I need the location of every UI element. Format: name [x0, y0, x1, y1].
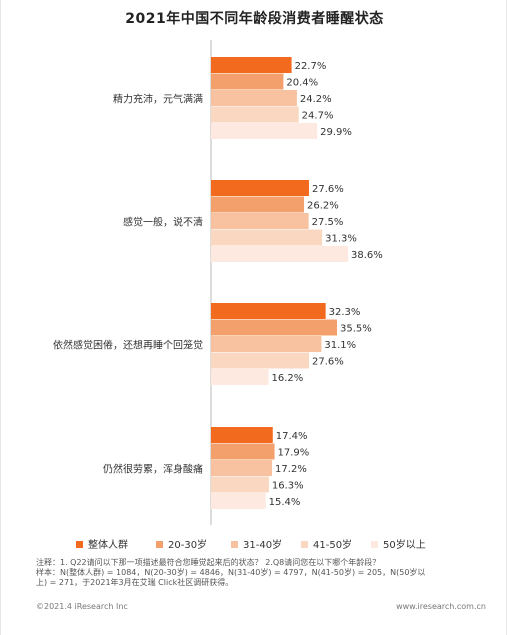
data-label: 38.6% — [351, 250, 383, 261]
legend-label: 31-40岁 — [243, 540, 283, 551]
bar — [211, 180, 309, 196]
legend-label: 20-30岁 — [168, 540, 208, 551]
bar — [211, 73, 284, 90]
legend-swatch — [371, 541, 378, 548]
bar — [211, 213, 309, 229]
legend-item-20-30: 20-30岁 — [156, 538, 207, 554]
bar — [211, 476, 269, 493]
bar — [211, 443, 275, 460]
data-label: 15.4% — [269, 497, 301, 508]
data-label: 20.4% — [286, 77, 318, 88]
category-label: 感觉一般，说不清 — [123, 215, 203, 228]
note-line: 上) = 271，于2021年3月在艾瑞 Click社区调研获得。 — [36, 578, 234, 587]
bar — [211, 57, 292, 73]
bar — [211, 319, 338, 336]
bar — [211, 106, 299, 123]
legend-swatch — [231, 541, 238, 548]
website-text: www.iresearch.com.cn — [396, 602, 486, 611]
data-label: 16.2% — [272, 373, 304, 384]
bar — [211, 90, 297, 106]
bar — [211, 460, 273, 476]
category-label: 精力充沛，元气满满 — [113, 92, 203, 105]
data-label: 17.9% — [278, 447, 310, 458]
legend-item-overall: 整体人群 — [76, 538, 128, 554]
bar — [211, 123, 318, 139]
data-label: 31.3% — [325, 233, 357, 244]
legend-item-50-plus: 50岁以上 — [371, 538, 426, 554]
bar — [211, 303, 326, 319]
legend-label: 整体人群 — [88, 540, 128, 551]
data-label: 16.3% — [272, 480, 304, 491]
data-label: 26.2% — [307, 200, 339, 211]
note-line: 注释：1. Q22请问以下那一项描述最符合您睡觉起来后的状态？ 2.Q8请问您在… — [36, 558, 381, 567]
legend-item-41-50: 41-50岁 — [301, 538, 352, 554]
data-label: 22.7% — [295, 61, 327, 72]
legend-swatch — [156, 541, 163, 548]
copyright-text: ©2021.4 iResearch Inc — [36, 602, 128, 611]
chart-notes: 注释：1. Q22请问以下那一项描述最符合您睡觉起来后的状态？ 2.Q8请问您在… — [36, 558, 488, 588]
data-label: 17.2% — [275, 464, 307, 475]
data-label: 29.9% — [320, 127, 352, 138]
bar — [211, 493, 266, 509]
bar — [211, 427, 273, 443]
data-label: 24.7% — [302, 110, 334, 121]
bar — [211, 196, 305, 213]
chart-title: 2021年中国不同年龄段消费者睡醒状态 — [125, 11, 384, 27]
note-line: 样本：N(整体人群) = 1084，N(20-30岁) = 4846，N(31-… — [36, 568, 426, 577]
data-label: 27.6% — [312, 184, 344, 195]
data-label: 31.1% — [324, 340, 356, 351]
data-label: 27.6% — [312, 356, 344, 367]
chart-legend: 整体人群 20-30岁 31-40岁 41-50岁 50岁以上 — [61, 538, 501, 554]
data-label: 24.2% — [300, 94, 332, 105]
data-label: 27.5% — [312, 217, 344, 228]
data-label: 17.4% — [276, 431, 308, 442]
legend-swatch — [76, 541, 83, 548]
bar — [211, 229, 323, 246]
legend-swatch — [301, 541, 308, 548]
legend-label: 50岁以上 — [383, 540, 426, 551]
legend-item-31-40: 31-40岁 — [231, 538, 282, 554]
category-label: 依然感觉困倦，还想再睡个回笼觉 — [53, 338, 203, 351]
bar — [211, 336, 322, 352]
category-label: 仍然很劳累，浑身酸痛 — [103, 462, 203, 475]
bar — [211, 352, 309, 369]
bar — [211, 369, 269, 385]
bar — [211, 246, 349, 262]
data-label: 35.5% — [340, 323, 372, 334]
data-label: 32.3% — [329, 307, 361, 318]
legend-label: 41-50岁 — [313, 540, 353, 551]
